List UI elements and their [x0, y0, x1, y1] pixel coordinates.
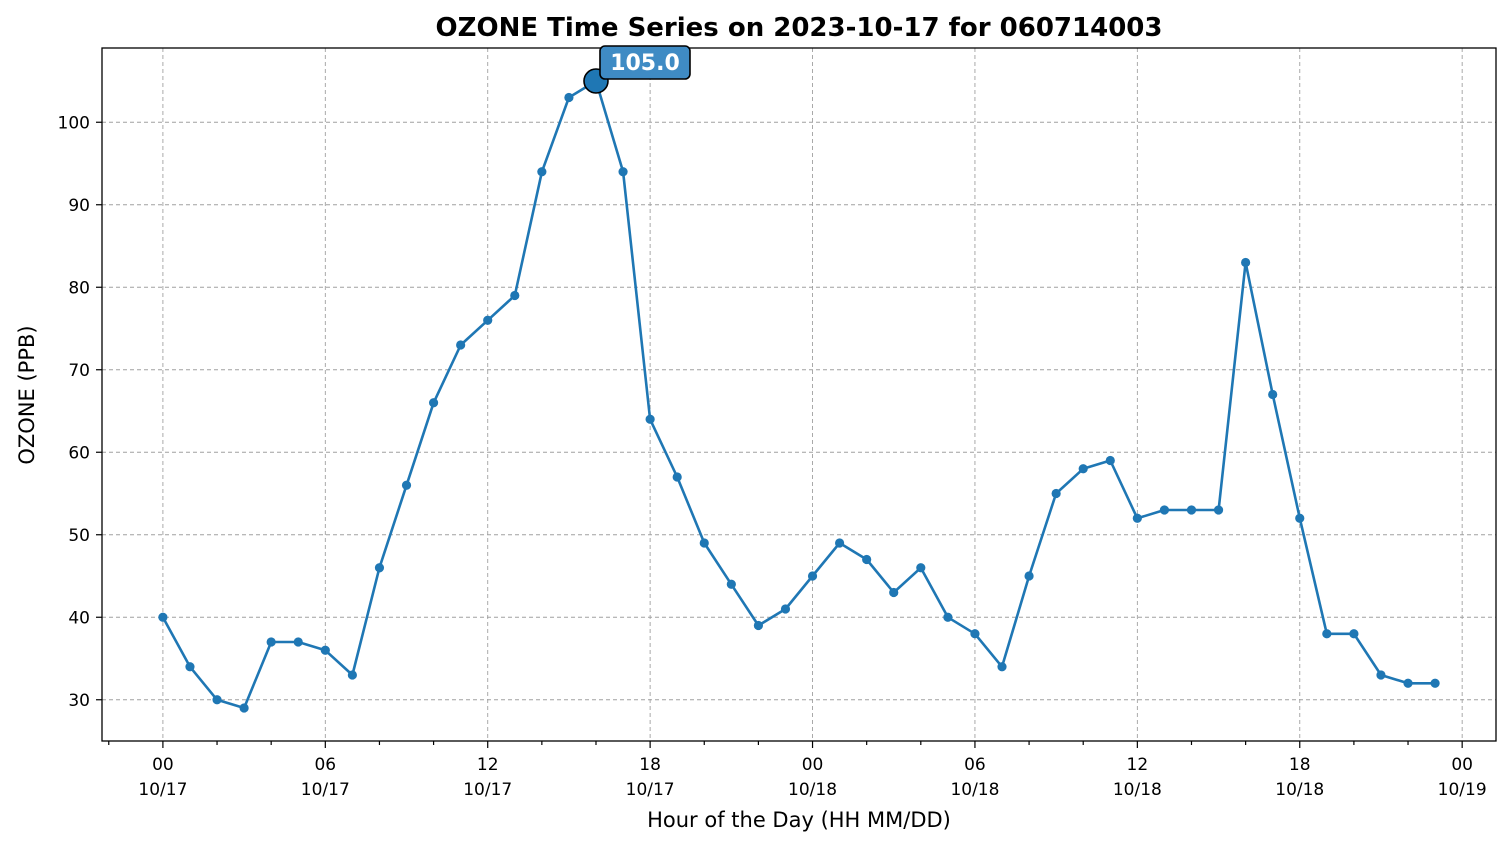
data-point [780, 604, 791, 614]
data-point [645, 414, 655, 424]
data-point [1159, 505, 1170, 515]
peak-label-box [599, 45, 691, 80]
x-tick-label-hour: 18 [639, 755, 661, 775]
data-point [997, 662, 1007, 672]
data-point [1051, 488, 1061, 499]
x-tick-label-hour: 06 [964, 755, 986, 775]
x-tick-label-date: 10/18 [1275, 780, 1324, 800]
data-point [1322, 629, 1332, 639]
x-tick-label-hour: 12 [477, 755, 499, 775]
data-point [753, 620, 763, 631]
y-axis-label: OZONE (PPB) [15, 325, 39, 464]
data-point [1403, 678, 1413, 688]
data-point [1241, 257, 1251, 268]
y-tick-label: 30 [68, 691, 90, 711]
plot-frame [101, 47, 1497, 742]
x-tick-label-hour: 12 [1127, 755, 1149, 775]
y-tick-label: 50 [68, 526, 90, 546]
data-point [699, 538, 709, 548]
x-tick-label-hour: 06 [314, 755, 336, 775]
data-point [185, 662, 195, 672]
data-point [807, 571, 818, 581]
data-point [347, 670, 357, 680]
y-tick-label: 40 [68, 608, 90, 628]
x-axis-label: Hour of the Day (HH MM/DD) [647, 808, 951, 832]
data-point [1295, 513, 1305, 523]
data-point [1132, 513, 1142, 523]
grid [102, 48, 1496, 741]
data-point [618, 167, 628, 177]
x-tick-label-date: 10/18 [950, 780, 999, 800]
data-point [1268, 389, 1278, 400]
data-point [374, 563, 385, 573]
chart-title: OZONE Time Series on 2023-10-17 for 0607… [436, 13, 1163, 43]
data-point [862, 554, 872, 565]
x-tick-label-hour: 18 [1289, 755, 1311, 775]
peak-label: 105.0 [610, 51, 680, 76]
data-point [401, 480, 412, 490]
data-point [537, 167, 547, 177]
data-point [212, 695, 222, 705]
x-tick-label-date: 10/19 [1438, 780, 1487, 800]
data-point [672, 472, 682, 482]
x-tick-label-date: 10/17 [138, 780, 187, 800]
x-tick-label-date: 10/18 [1113, 780, 1162, 800]
data-point [889, 587, 899, 598]
data-point [158, 612, 168, 622]
data-point [1078, 464, 1088, 474]
ticks: 30 40 50 60 70 80 90 100 00 10/17 06 10/17 12 10/17 18… [58, 113, 1487, 800]
x-tick-label-date: 10/17 [301, 780, 350, 800]
series-line [161, 79, 1436, 710]
data-point [1349, 629, 1359, 639]
x-tick-label-hour: 00 [1451, 755, 1473, 775]
data-point [943, 612, 953, 622]
data-point [1376, 670, 1386, 680]
data-point [1186, 505, 1197, 515]
y-tick-label: 60 [68, 443, 90, 463]
data-point [1105, 455, 1115, 466]
data-point [510, 290, 520, 301]
data-point [1024, 571, 1034, 581]
data-point [916, 563, 926, 573]
data-point [1213, 505, 1224, 515]
y-tick-label: 80 [68, 278, 90, 298]
data-point [564, 92, 574, 103]
data-point [835, 538, 845, 548]
data-point [726, 579, 736, 589]
data-point [293, 637, 303, 647]
y-tick-label: 100 [58, 113, 90, 133]
x-tick-label-date: 10/18 [788, 780, 837, 800]
data-point [456, 340, 466, 350]
data-point [1430, 678, 1440, 688]
x-tick-label-date: 10/17 [463, 780, 512, 800]
x-tick-label-hour: 00 [802, 755, 824, 775]
y-tick-label: 90 [68, 196, 90, 216]
x-tick-label-hour: 00 [152, 755, 174, 775]
x-tick-label-date: 10/17 [626, 780, 675, 800]
data-point [320, 645, 330, 655]
data-point [428, 398, 439, 408]
data-point [266, 637, 276, 647]
data-point [483, 315, 493, 325]
data-point [239, 703, 249, 713]
data-point [970, 629, 980, 639]
peak-annotation: 105.0 [583, 45, 691, 94]
y-tick-label: 70 [68, 361, 90, 381]
series [158, 76, 1440, 713]
